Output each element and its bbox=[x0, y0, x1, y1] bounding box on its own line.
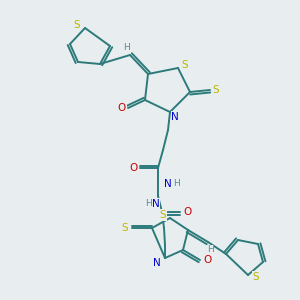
Text: N: N bbox=[171, 112, 179, 122]
Text: S: S bbox=[253, 272, 259, 282]
Text: H: H bbox=[207, 245, 213, 254]
Text: N: N bbox=[153, 258, 161, 268]
Text: H: H bbox=[145, 200, 152, 208]
Text: S: S bbox=[182, 60, 188, 70]
Text: O: O bbox=[118, 103, 126, 113]
Text: S: S bbox=[160, 210, 166, 220]
Text: S: S bbox=[122, 223, 128, 233]
Text: S: S bbox=[74, 20, 80, 30]
Text: N: N bbox=[152, 199, 160, 209]
Text: N: N bbox=[164, 179, 172, 189]
Text: O: O bbox=[203, 255, 211, 265]
Text: O: O bbox=[129, 163, 137, 173]
Text: H: H bbox=[172, 179, 179, 188]
Text: S: S bbox=[213, 85, 219, 95]
Text: H: H bbox=[123, 44, 129, 52]
Text: O: O bbox=[183, 207, 191, 217]
